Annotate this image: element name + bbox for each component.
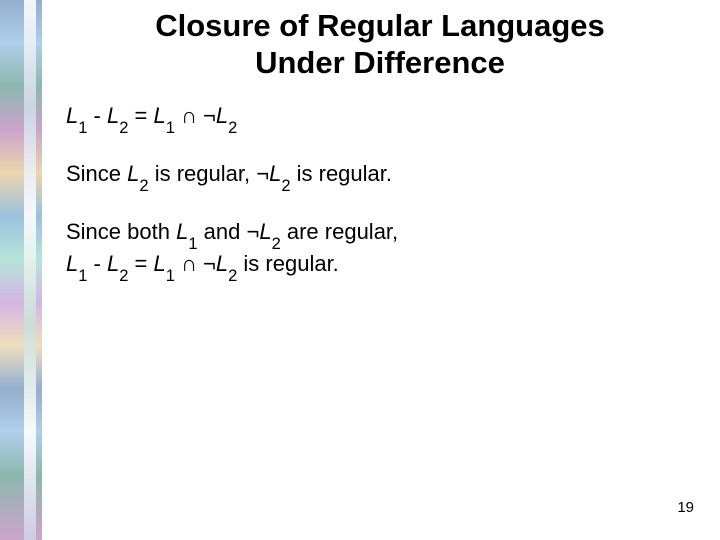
txt-since: Since <box>66 161 127 186</box>
slide-body: L1 - L2 = L1 ∩ ¬L2 Since L2 is regular, … <box>66 102 398 308</box>
sub-1: 1 <box>166 267 175 285</box>
sub-2: 2 <box>228 267 237 285</box>
txt-since-both: Since both <box>66 219 176 244</box>
sym-minus: - <box>87 251 107 276</box>
sym-L: L <box>154 103 166 128</box>
sym-L: L <box>66 251 78 276</box>
sym-L: L <box>127 161 139 186</box>
page-number: 19 <box>677 499 694 516</box>
sub-2: 2 <box>281 177 290 195</box>
sym-not: ¬ <box>246 219 259 244</box>
slide-title: Closure of Regular Languages Under Diffe… <box>0 8 720 81</box>
title-line-1: Closure of Regular Languages <box>155 8 605 43</box>
slide: Closure of Regular Languages Under Diffe… <box>0 0 720 540</box>
equation-1: L1 - L2 = L1 ∩ ¬L2 <box>66 102 398 134</box>
sym-not: ¬ <box>256 161 269 186</box>
sub-1: 1 <box>78 267 87 285</box>
sub-1: 1 <box>188 235 197 253</box>
sym-L: L <box>66 103 78 128</box>
txt-isreg: is regular, <box>149 161 257 186</box>
sym-L: L <box>216 103 228 128</box>
sym-minus: - <box>87 103 107 128</box>
sym-L: L <box>176 219 188 244</box>
sub-1: 1 <box>78 119 87 137</box>
sub-2: 2 <box>228 119 237 137</box>
sym-eq: = <box>128 251 153 276</box>
line-since-both: Since both L1 and ¬L2 are regular, L1 - … <box>66 218 398 282</box>
sym-L: L <box>216 251 228 276</box>
sub-2: 2 <box>139 177 148 195</box>
sub-2: 2 <box>119 267 128 285</box>
txt-and: and <box>198 219 247 244</box>
sym-eq: = <box>128 103 153 128</box>
line-since-l2: Since L2 is regular, ¬L2 is regular. <box>66 160 398 192</box>
sub-2: 2 <box>119 119 128 137</box>
sym-L: L <box>154 251 166 276</box>
sub-1: 1 <box>166 119 175 137</box>
sym-not: ¬ <box>203 103 216 128</box>
sub-2: 2 <box>272 235 281 253</box>
txt-arereg: are regular, <box>281 219 398 244</box>
txt-isreg-period: is regular. <box>291 161 393 186</box>
sym-L: L <box>259 219 271 244</box>
sym-cap: ∩ <box>175 251 203 276</box>
sym-not: ¬ <box>203 251 216 276</box>
sym-cap: ∩ <box>175 103 203 128</box>
txt-isreg-period: is regular. <box>237 251 339 276</box>
sym-L: L <box>269 161 281 186</box>
sym-L: L <box>107 251 119 276</box>
sym-L: L <box>107 103 119 128</box>
title-line-2: Under Difference <box>255 45 505 80</box>
